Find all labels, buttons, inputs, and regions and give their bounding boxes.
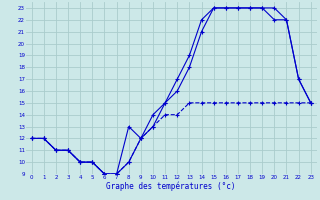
X-axis label: Graphe des températures (°c): Graphe des températures (°c)	[107, 181, 236, 191]
